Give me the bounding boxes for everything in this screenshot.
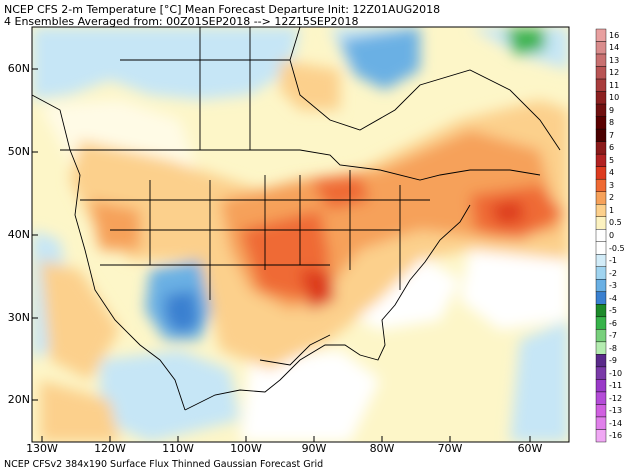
lon-label-130w: 130W [26, 442, 58, 455]
coastlines-and-borders [32, 27, 561, 411]
colorbar-label: -4 [609, 293, 617, 303]
colorbar-swatch [595, 204, 607, 217]
lon-label-120w: 120W [94, 442, 126, 455]
colorbar-label: 4 [609, 168, 615, 178]
colorbar-label: 3 [609, 180, 615, 190]
colorbar [595, 28, 607, 443]
colorbar-swatch [595, 66, 607, 80]
colorbar-label: -6 [609, 318, 617, 328]
colorbar-swatch [595, 354, 607, 368]
colorbar-swatch [595, 28, 607, 42]
colorbar-swatch [595, 103, 607, 117]
colorbar-swatch [595, 366, 607, 380]
colorbar-swatch [595, 391, 607, 405]
map-subtitle: 4 Ensembles Averaged from: 00Z01SEP2018 … [4, 15, 359, 28]
colorbar-swatch [595, 241, 607, 255]
colorbar-swatch [595, 316, 607, 330]
colorbar-swatch [595, 91, 607, 105]
colorbar-swatch [595, 78, 607, 92]
colorbar-swatch [595, 153, 607, 167]
colorbar-label: 5 [609, 155, 615, 165]
lat-label-60n: 60N [7, 62, 30, 75]
colorbar-swatch [595, 329, 607, 343]
colorbar-label: -2 [609, 268, 617, 278]
colorbar-label: -11 [609, 381, 623, 391]
colorbar-label: -16 [609, 431, 623, 441]
colorbar-swatch [595, 404, 607, 418]
colorbar-label: -8 [609, 343, 617, 353]
colorbar-label: 13 [609, 55, 620, 65]
map-title: NCEP CFS 2-m Temperature [°C] Mean Forec… [4, 3, 441, 16]
colorbar-swatch [595, 341, 607, 355]
temperature-anomaly-shading [32, 27, 569, 442]
colorbar-label: -13 [609, 406, 623, 416]
colorbar-swatch [595, 229, 607, 242]
colorbar-label: 11 [609, 80, 620, 90]
colorbar-swatch [595, 166, 607, 180]
colorbar-label: -9 [609, 356, 617, 366]
colorbar-swatch [595, 254, 607, 267]
colorbar-swatch [595, 429, 607, 443]
colorbar-label: 14 [609, 43, 620, 53]
colorbar-label: 9 [609, 105, 615, 115]
axis-ticks [32, 68, 531, 442]
colorbar-label: 8 [609, 118, 615, 128]
colorbar-label: 1 [609, 205, 615, 215]
colorbar-swatch [595, 141, 607, 155]
lat-label-30n: 30N [7, 311, 30, 324]
lon-label-90w: 90W [301, 442, 327, 455]
colorbar-label: 7 [609, 130, 615, 140]
colorbar-swatch [595, 53, 607, 67]
colorbar-swatch [595, 128, 607, 142]
colorbar-label: -10 [609, 368, 623, 378]
colorbar-swatch [595, 291, 607, 305]
colorbar-label: -7 [609, 331, 617, 341]
colorbar-swatch [595, 41, 607, 55]
colorbar-label: -12 [609, 393, 623, 403]
colorbar-swatch [595, 279, 607, 293]
colorbar-swatch [595, 416, 607, 430]
map-footer: NCEP CFSv2 384x190 Surface Flux Thinned … [4, 459, 324, 470]
colorbar-label: 6 [609, 143, 615, 153]
colorbar-swatch [595, 266, 607, 280]
lon-label-100w: 100W [230, 442, 262, 455]
lat-label-50n: 50N [7, 145, 30, 158]
colorbar-label: 0 [609, 231, 615, 240]
lon-label-60w: 60W [517, 442, 543, 455]
colorbar-swatch [595, 216, 607, 230]
lon-label-80w: 80W [369, 442, 395, 455]
colorbar-label: -3 [609, 281, 617, 291]
colorbar-label: 2 [609, 193, 615, 203]
lat-label-40n: 40N [7, 228, 30, 241]
colorbar-swatch [595, 379, 607, 393]
colorbar-swatch [595, 116, 607, 130]
colorbar-label: -5 [609, 306, 617, 316]
colorbar-swatch [595, 304, 607, 318]
lon-label-110w: 110W [162, 442, 194, 455]
colorbar-label: -0.5 [609, 243, 625, 253]
colorbar-swatch [595, 191, 607, 205]
colorbar-label: 12 [609, 68, 620, 78]
colorbar-label: 0.5 [609, 218, 622, 228]
colorbar-label: 10 [609, 93, 620, 103]
colorbar-label: 16 [609, 30, 620, 40]
colorbar-label: -1 [609, 256, 617, 266]
colorbar-swatch [595, 178, 607, 192]
colorbar-label: -14 [609, 418, 623, 428]
lat-label-20n: 20N [7, 393, 30, 406]
lon-label-70w: 70W [437, 442, 463, 455]
